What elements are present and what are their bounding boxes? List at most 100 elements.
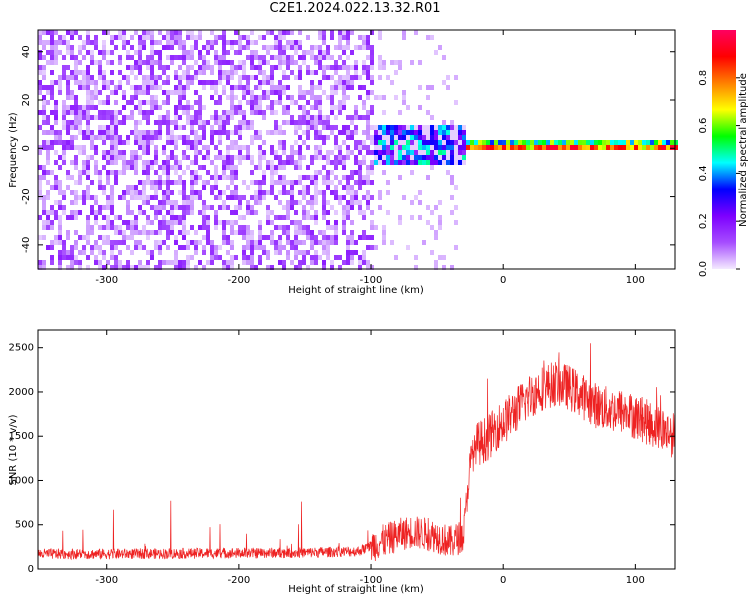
spectrogram-cell — [126, 265, 130, 270]
spectrogram-cell — [242, 70, 246, 75]
spectrogram-cell — [446, 145, 450, 150]
spectrogram-cell — [86, 175, 90, 180]
spectrogram-cell — [314, 220, 318, 225]
spectrogram-cell — [198, 105, 202, 110]
spectrogram-cell — [342, 80, 346, 85]
spectrogram-cell — [346, 235, 350, 240]
spectrogram-cell — [134, 170, 138, 175]
spectrogram-cell — [110, 120, 114, 125]
spectrogram-cell — [194, 150, 198, 155]
spectrogram-cell — [306, 65, 310, 70]
spectrogram-cell — [106, 110, 110, 115]
spectrogram-cell — [74, 195, 78, 200]
spectrogram-cell — [462, 125, 466, 130]
spectrogram-cell — [290, 30, 294, 35]
spectrogram-cell — [206, 145, 210, 150]
spectrogram-cell — [110, 70, 114, 75]
spectrogram-cell — [214, 80, 218, 85]
spectrogram-cell — [138, 85, 142, 90]
spectrogram-cell — [342, 45, 346, 50]
spectrogram-cell — [414, 140, 418, 145]
spectrogram-cell — [274, 55, 278, 60]
spectrogram-cell — [214, 225, 218, 230]
spectrogram-cell — [446, 170, 450, 175]
spectrogram-cell — [314, 155, 318, 160]
spectrogram-cell — [82, 80, 86, 85]
spectrogram-cell — [298, 220, 302, 225]
spectrogram-cell — [70, 245, 74, 250]
spectrogram-cell — [338, 195, 342, 200]
spectrogram-cell — [158, 85, 162, 90]
spectrogram-cell — [46, 150, 50, 155]
spectrogram-cell — [438, 225, 442, 230]
spectrogram-cell — [334, 115, 338, 120]
spectrogram-cell — [54, 140, 58, 145]
spectrogram-cell — [122, 165, 126, 170]
spectrogram-cell — [198, 120, 202, 125]
spectrogram-cell — [442, 160, 446, 165]
spectrogram-cell — [218, 175, 222, 180]
spectrogram-cell — [342, 230, 346, 235]
colorbar-tick-label: 0.8 — [698, 70, 709, 86]
spectrogram-cell — [162, 120, 166, 125]
spectrogram-cell — [354, 115, 358, 120]
spectrogram-cell — [302, 110, 306, 115]
colorbar: 0.00.20.40.60.8 Normalized spectral ampl… — [698, 30, 749, 277]
spectrogram-cell — [394, 95, 398, 100]
spectrogram-cell — [222, 165, 226, 170]
spectrogram-cell — [322, 65, 326, 70]
spectrogram-cell — [594, 140, 598, 145]
spectrogram-cell — [146, 220, 150, 225]
spectrogram-cell — [214, 220, 218, 225]
spectrogram-cell — [374, 130, 378, 135]
spectrogram-cell — [50, 220, 54, 225]
spectrogram-cell — [302, 120, 306, 125]
spectrogram-cell — [298, 230, 302, 235]
spectrogram-cell — [358, 165, 362, 170]
spectrogram-cell — [338, 30, 342, 35]
spectrogram-cell — [386, 150, 390, 155]
spectrogram-cell — [258, 70, 262, 75]
spectrogram-cell — [226, 70, 230, 75]
spectrogram-cell — [202, 205, 206, 210]
spectrogram-cell — [342, 125, 346, 130]
spectrogram-cell — [78, 110, 82, 115]
spectrogram-cell — [418, 150, 422, 155]
spectrogram-cell — [298, 40, 302, 45]
spectrogram-cell — [266, 250, 270, 255]
spectrogram-cell — [274, 45, 278, 50]
spectrogram-cell — [318, 50, 322, 55]
spectrogram-cell — [366, 260, 370, 265]
spectrogram-cell — [322, 140, 326, 145]
spectrogram-cell — [90, 140, 94, 145]
chart-title: C2E1.2024.022.13.32.R01 — [269, 1, 441, 16]
spectrogram-cell — [86, 155, 90, 160]
spectrogram-cell — [146, 145, 150, 150]
spectrogram-cell — [202, 180, 206, 185]
spectrogram-cell — [610, 140, 614, 145]
spectrogram-cell — [390, 140, 394, 145]
spectrogram-cell — [334, 60, 338, 65]
spectrogram-cell — [226, 115, 230, 120]
spectrogram-cell — [94, 165, 98, 170]
spectrogram-cell — [634, 145, 638, 150]
spectrogram-cell — [370, 225, 374, 230]
spectrogram-cell — [54, 200, 58, 205]
spectrogram-cell — [178, 80, 182, 85]
spectrogram-cell — [278, 215, 282, 220]
spectrogram-cell — [122, 35, 126, 40]
spectrogram-cell — [314, 60, 318, 65]
spectrogram-cell — [354, 240, 358, 245]
spectrogram-cell — [306, 100, 310, 105]
spectrogram-cell — [90, 245, 94, 250]
spectrogram-cell — [186, 85, 190, 90]
spectrogram-cell — [278, 245, 282, 250]
spectrogram-cell — [410, 130, 414, 135]
spectrogram-cell — [358, 75, 362, 80]
spectrogram-cell — [166, 140, 170, 145]
spectrogram-cell — [70, 45, 74, 50]
spectrogram-cell — [110, 220, 114, 225]
spectrogram-cell — [226, 185, 230, 190]
spectrogram-cell — [282, 75, 286, 80]
spectrogram-cell — [158, 210, 162, 215]
